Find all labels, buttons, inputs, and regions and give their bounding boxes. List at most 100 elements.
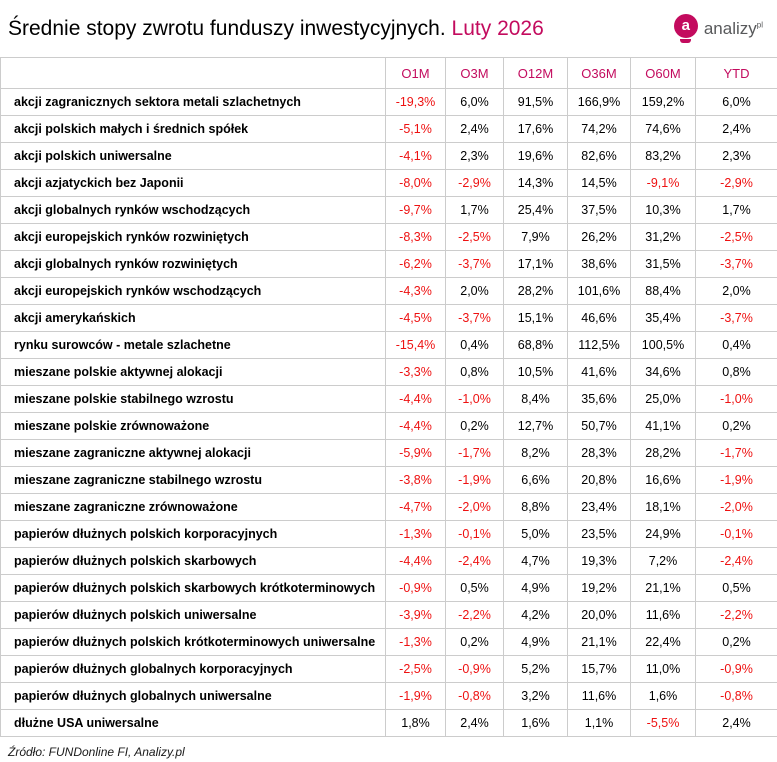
return-value: 15,7% — [567, 655, 631, 683]
return-value: -1,0% — [695, 385, 777, 413]
return-value: -3,8% — [385, 466, 446, 494]
return-value: 74,6% — [630, 115, 696, 143]
return-value: -0,9% — [695, 655, 777, 683]
table-row: papierów dłużnych polskich krótkotermino… — [0, 628, 777, 656]
return-value: 15,1% — [503, 304, 568, 332]
page-title-period: Luty 2026 — [451, 16, 544, 40]
return-value: 82,6% — [567, 142, 631, 170]
fund-category-label: mieszane zagraniczne aktywnej alokacji — [0, 439, 386, 467]
return-value: 14,3% — [503, 169, 568, 197]
return-value: -4,4% — [385, 385, 446, 413]
fund-category-label: mieszane polskie aktywnej alokacji — [0, 358, 386, 386]
return-value: 12,7% — [503, 412, 568, 440]
return-value: 1,8% — [385, 709, 446, 737]
return-value: 25,4% — [503, 196, 568, 224]
fund-category-label: papierów dłużnych globalnych korporacyjn… — [0, 655, 386, 683]
return-value: -1,7% — [445, 439, 504, 467]
return-value: 19,2% — [567, 574, 631, 602]
fund-category-label: akcji azjatyckich bez Japonii — [0, 169, 386, 197]
return-value: 8,4% — [503, 385, 568, 413]
table-row: mieszane zagraniczne stabilnego wzrostu -… — [0, 466, 777, 494]
return-value: 2,4% — [695, 709, 777, 737]
return-value: 17,1% — [503, 250, 568, 278]
return-value: 25,0% — [630, 385, 696, 413]
fund-category-label: mieszane polskie stabilnego wzrostu — [0, 385, 386, 413]
fund-category-label: akcji zagranicznych sektora metali szlac… — [0, 88, 386, 116]
page-header: Średnie stopy zwrotu funduszy inwestycyj… — [0, 0, 777, 57]
return-value: 1,6% — [503, 709, 568, 737]
source-note: Źródło: FUNDonline FI, Analizy.pl — [8, 745, 185, 759]
return-value: 0,2% — [445, 628, 504, 656]
return-value: -1,9% — [445, 466, 504, 494]
return-value: -1,9% — [385, 682, 446, 710]
return-value: -3,7% — [695, 250, 777, 278]
fund-category-label: akcji globalnych rynków rozwiniętych — [0, 250, 386, 278]
return-value: 0,5% — [695, 574, 777, 602]
return-value: 11,6% — [630, 601, 696, 629]
column-header-o3m: O3M — [445, 57, 504, 89]
return-value: 7,9% — [503, 223, 568, 251]
return-value: 2,4% — [695, 115, 777, 143]
return-value: 19,6% — [503, 142, 568, 170]
return-value: 22,4% — [630, 628, 696, 656]
fund-category-label: dłużne USA uniwersalne — [0, 709, 386, 737]
return-value: 6,0% — [445, 88, 504, 116]
fund-category-label: akcji europejskich rynków rozwiniętych — [0, 223, 386, 251]
return-value: 10,5% — [503, 358, 568, 386]
return-value: 20,8% — [567, 466, 631, 494]
table-row: mieszane polskie aktywnej alokacji -3,3% 0… — [0, 358, 777, 386]
return-value: 4,9% — [503, 628, 568, 656]
table-row: mieszane zagraniczne zrównoważone -4,7% -2… — [0, 493, 777, 521]
return-value: 74,2% — [567, 115, 631, 143]
return-value: -5,9% — [385, 439, 446, 467]
return-value: 31,5% — [630, 250, 696, 278]
return-value: 28,2% — [630, 439, 696, 467]
fund-category-label: akcji globalnych rynków wschodzących — [0, 196, 386, 224]
logo-tail — [680, 39, 692, 43]
return-value: 23,5% — [567, 520, 631, 548]
return-value: -2,4% — [445, 547, 504, 575]
return-value: 0,4% — [695, 331, 777, 359]
table-row: mieszane zagraniczne aktywnej alokacji -5… — [0, 439, 777, 467]
return-value: 4,2% — [503, 601, 568, 629]
return-value: 0,2% — [445, 412, 504, 440]
return-value: 83,2% — [630, 142, 696, 170]
return-value: 0,5% — [445, 574, 504, 602]
fund-category-label: papierów dłużnych polskich korporacyjnyc… — [0, 520, 386, 548]
return-value: 28,3% — [567, 439, 631, 467]
return-value: 20,0% — [567, 601, 631, 629]
returns-table: O1M O3M O12M O36M O60M YTD akcji zagranicznyc… — [0, 57, 777, 737]
return-value: 112,5% — [567, 331, 631, 359]
return-value: -0,1% — [695, 520, 777, 548]
column-header-o1m: O1M — [385, 57, 446, 89]
return-value: -8,0% — [385, 169, 446, 197]
table-row: akcji europejskich rynków rozwiniętych -8… — [0, 223, 777, 251]
logo-wordmark: analizypl — [704, 19, 763, 39]
return-value: 2,0% — [695, 277, 777, 305]
return-value: 34,6% — [630, 358, 696, 386]
return-value: -2,9% — [695, 169, 777, 197]
table-row: akcji azjatyckich bez Japonii -8,0% -2,9% 1… — [0, 169, 777, 197]
return-value: 0,8% — [445, 358, 504, 386]
return-value: 41,6% — [567, 358, 631, 386]
fund-category-label: papierów dłużnych polskich skarbowych — [0, 547, 386, 575]
page-title: Średnie stopy zwrotu funduszy inwestycyj… — [8, 17, 544, 40]
fund-category-label: papierów dłużnych polskich skarbowych kr… — [0, 574, 386, 602]
return-value: -0,1% — [445, 520, 504, 548]
return-value: 2,3% — [445, 142, 504, 170]
table-body: akcji zagranicznych sektora metali szlac… — [0, 88, 777, 737]
table-row: akcji zagranicznych sektora metali szlac… — [0, 88, 777, 116]
header-row: O1M O3M O12M O36M O60M YTD — [0, 57, 777, 89]
return-value: 0,2% — [695, 412, 777, 440]
return-value: 14,5% — [567, 169, 631, 197]
fund-category-label: papierów dłużnych polskich krótkotermino… — [0, 628, 386, 656]
fund-category-header-empty — [0, 57, 386, 89]
logo-letter: a — [673, 14, 698, 38]
return-value: 3,2% — [503, 682, 568, 710]
return-value: 6,0% — [695, 88, 777, 116]
return-value: -3,3% — [385, 358, 446, 386]
return-value: -2,4% — [695, 547, 777, 575]
return-value: 18,1% — [630, 493, 696, 521]
return-value: 0,8% — [695, 358, 777, 386]
return-value: 1,7% — [445, 196, 504, 224]
